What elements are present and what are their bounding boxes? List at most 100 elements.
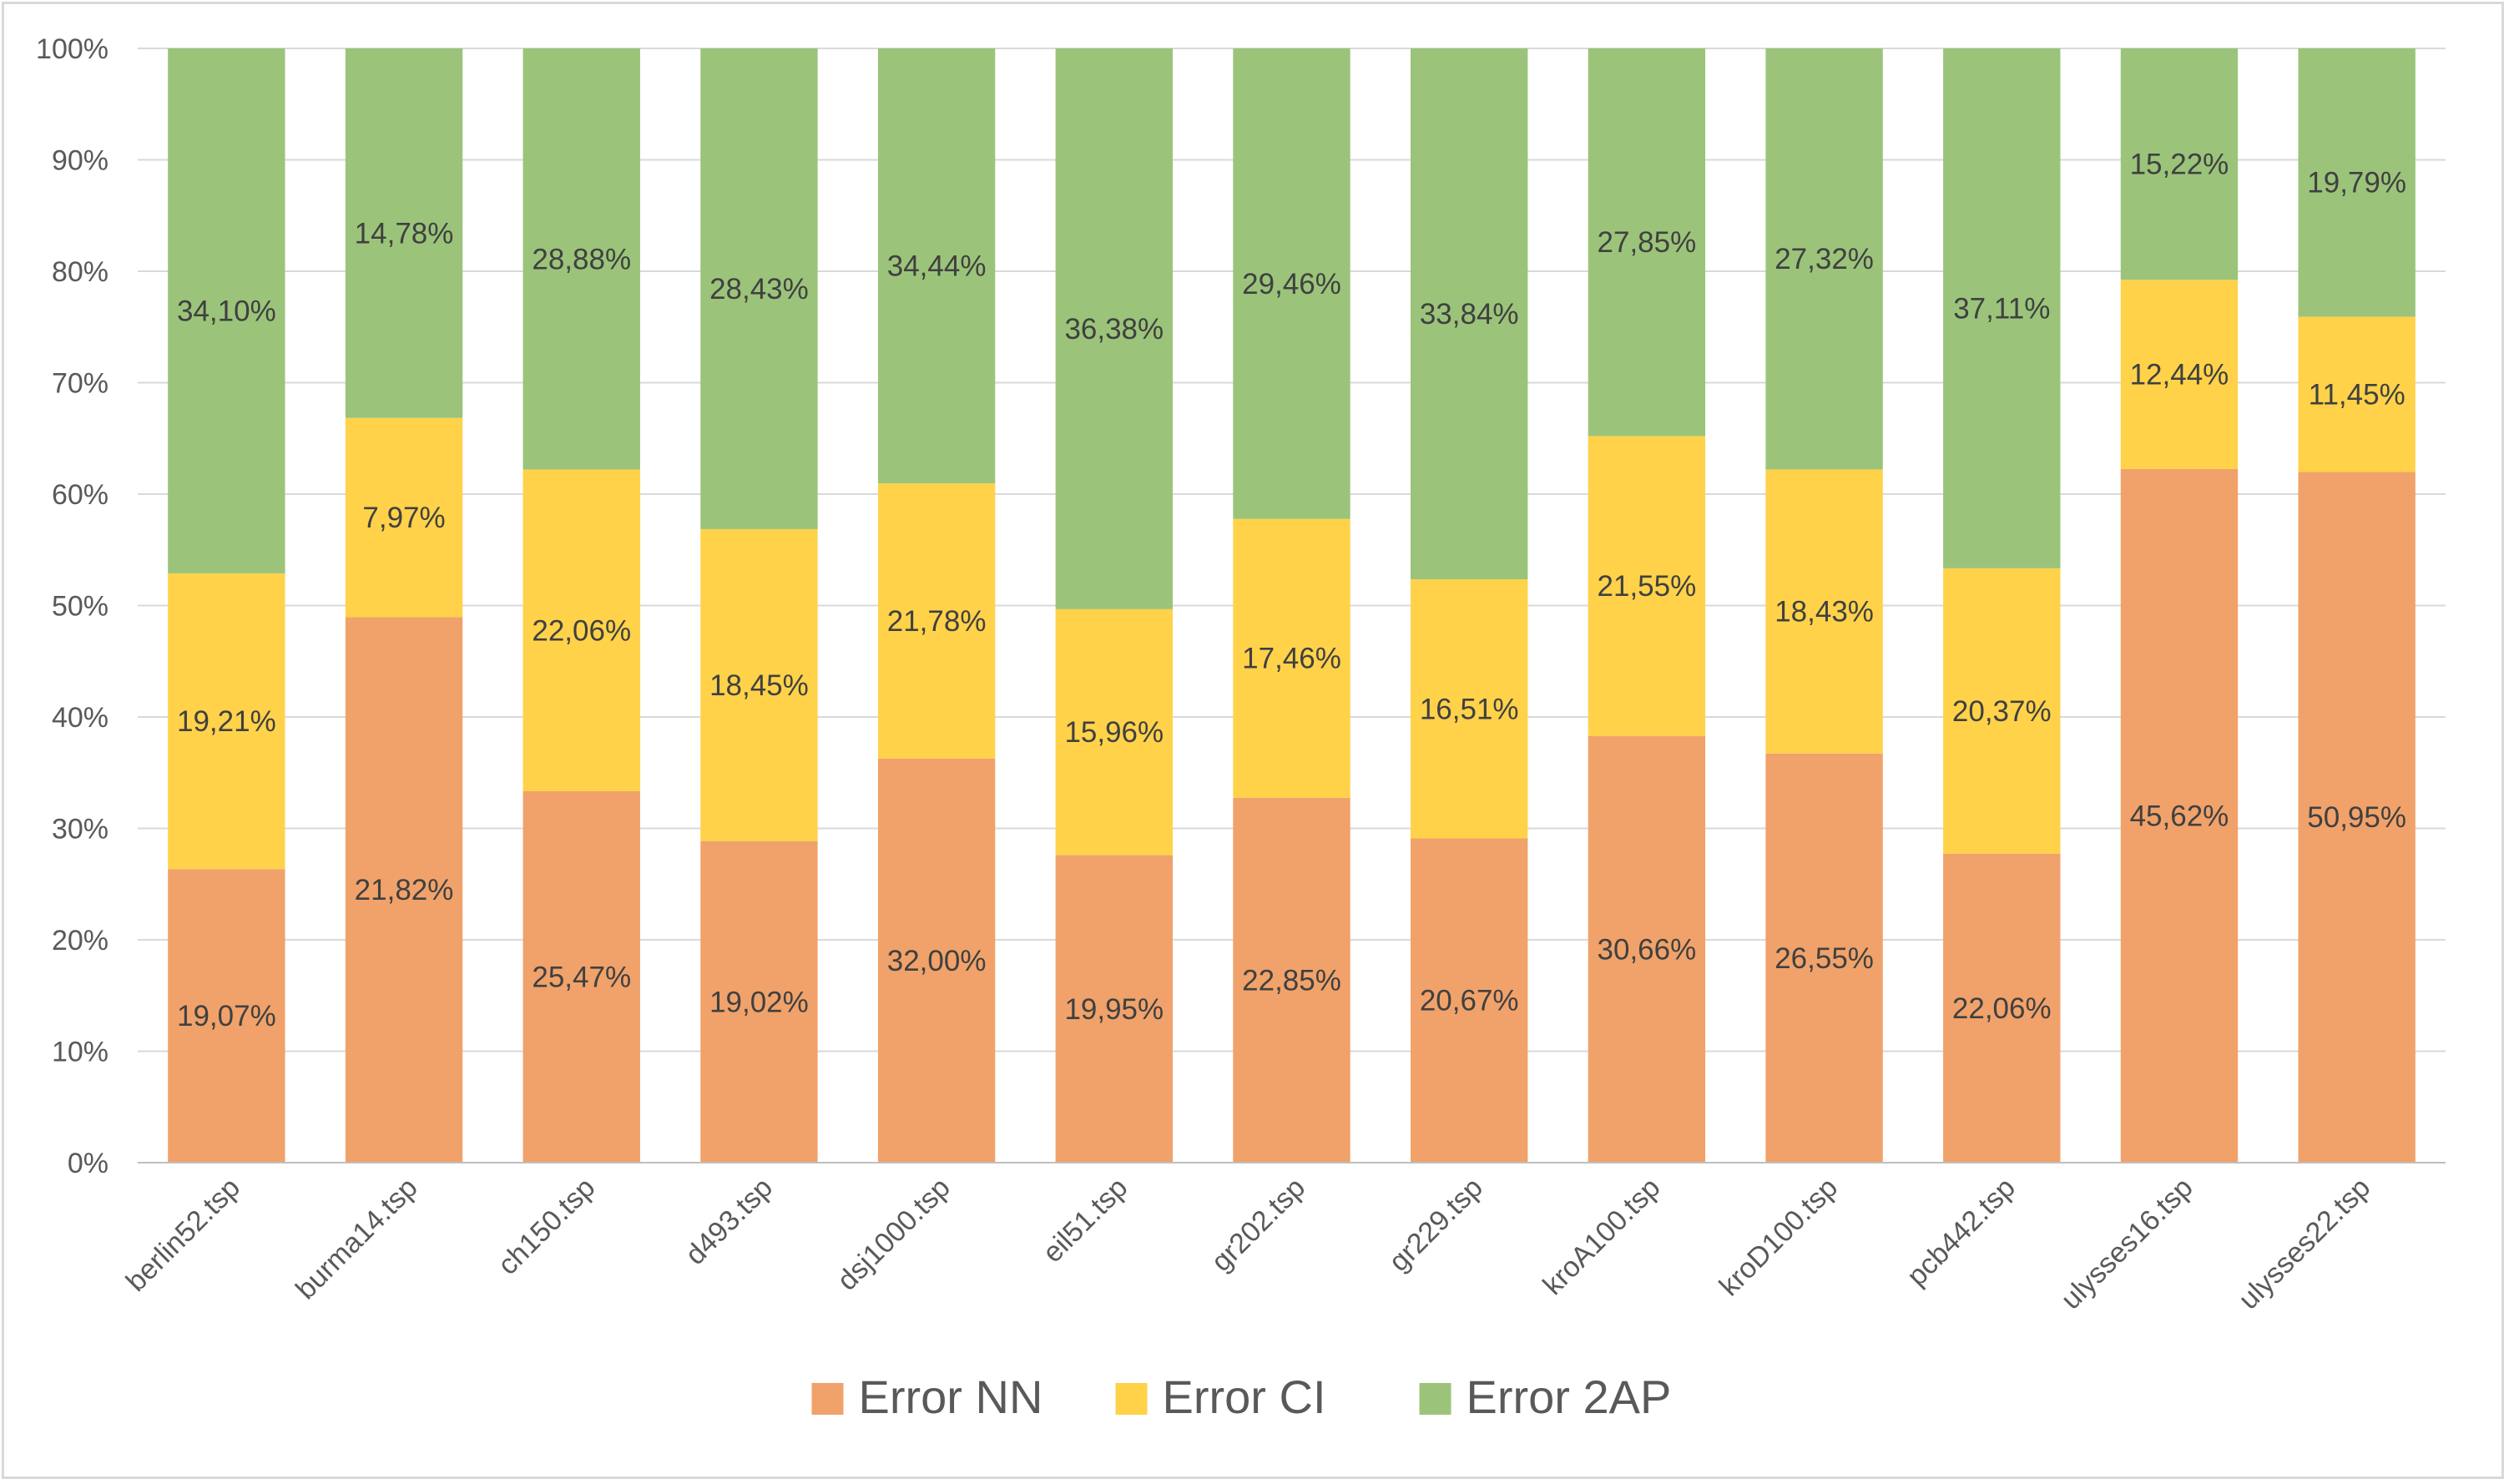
bar-segment-error-2ap xyxy=(1943,48,2061,568)
bar-segment-error-ci xyxy=(1055,608,1173,856)
x-tick-label: ulysses22.tsp xyxy=(2233,1172,2377,1316)
bar-segment-error-nn xyxy=(522,791,640,1163)
bar-segment-error-nn xyxy=(345,617,463,1163)
data-label: 45,62% xyxy=(2130,800,2229,832)
data-label: 19,79% xyxy=(2307,167,2406,199)
legend: Error NN Error CI Error 2AP xyxy=(811,1370,1672,1423)
y-tick-label: 70% xyxy=(52,368,109,400)
data-label: 20,67% xyxy=(1420,985,1519,1017)
bar-segment-error-ci xyxy=(168,573,285,870)
data-label: 28,43% xyxy=(709,273,809,305)
data-label: 21,82% xyxy=(355,874,454,906)
bar-segment-error-nn xyxy=(700,840,818,1163)
data-label: 32,00% xyxy=(887,945,987,977)
bar-segment-error-2ap xyxy=(2298,48,2416,317)
y-tick-label: 10% xyxy=(52,1037,109,1068)
bar-segment-error-nn xyxy=(1411,838,1528,1163)
data-label: 17,46% xyxy=(1242,643,1341,675)
data-label: 50,95% xyxy=(2307,801,2406,834)
bar-segment-error-ci xyxy=(1588,436,1706,736)
data-label: 11,45% xyxy=(2309,378,2406,411)
bar-segment-error-nn xyxy=(168,869,285,1163)
bar-segment-error-nn xyxy=(2298,472,2416,1163)
bar-segment-error-2ap xyxy=(1233,48,1350,519)
x-tick-label: dsj1000.tsp xyxy=(831,1172,957,1297)
bar-segment-error-ci xyxy=(1943,568,2061,854)
bar-segment-error-2ap xyxy=(1765,48,1883,470)
bar-segment-error-ci xyxy=(522,469,640,791)
bar-segment-error-nn xyxy=(1055,855,1173,1163)
data-label: 20,37% xyxy=(1952,695,2052,728)
data-label: 34,44% xyxy=(887,250,987,283)
x-tick-label: ulysses16.tsp xyxy=(2055,1172,2199,1316)
legend-label: Error 2AP xyxy=(1467,1370,1672,1423)
bar-segment-error-nn xyxy=(2120,468,2239,1163)
data-label: 19,07% xyxy=(177,1000,276,1032)
y-tick-label: 90% xyxy=(52,145,109,177)
data-label: 22,85% xyxy=(1242,964,1341,997)
bar-segment-error-2ap xyxy=(1055,48,1173,609)
data-label: 15,96% xyxy=(1064,716,1164,749)
data-label: 26,55% xyxy=(1774,942,1874,975)
data-label: 33,84% xyxy=(1420,298,1519,331)
data-label: 18,43% xyxy=(1774,596,1874,628)
data-label: 27,32% xyxy=(1774,243,1874,275)
bar-segment-error-2ap xyxy=(168,48,285,573)
bar-segment-error-2ap xyxy=(700,48,818,529)
stacked-bar-chart: 0% 10% 20% 30% 40% 50% 60% 70% 80% 90% 100% 19,07%… xyxy=(36,33,2446,1423)
data-label: 21,78% xyxy=(887,605,987,638)
bar-segment-error-ci xyxy=(2298,316,2416,472)
data-label: 12,44% xyxy=(2130,359,2229,391)
data-label: 7,97% xyxy=(362,502,445,534)
legend-swatch xyxy=(1115,1383,1148,1415)
bar-segment-error-nn xyxy=(1588,735,1706,1163)
bar-segment-error-2ap xyxy=(522,48,640,470)
data-label: 22,06% xyxy=(1952,992,2052,1025)
data-label: 30,66% xyxy=(1598,933,1697,966)
data-label: 21,55% xyxy=(1598,570,1697,603)
bar-segment-error-nn xyxy=(1943,853,2061,1163)
bar-segment-error-nn xyxy=(1765,753,1883,1163)
bar-segment-error-ci xyxy=(700,528,818,841)
bar-segment-error-nn xyxy=(1233,797,1350,1163)
y-axis: 0% 10% 20% 30% 40% 50% 60% 70% 80% 90% 100% xyxy=(36,33,109,1179)
bar-segment-error-2ap xyxy=(877,48,996,484)
data-label: 19,21% xyxy=(177,705,276,738)
bar-segment-error-2ap xyxy=(2120,48,2239,280)
bar-segment-error-2ap xyxy=(1411,48,1528,580)
y-tick-label: 0% xyxy=(68,1148,109,1179)
bar-segment-error-ci xyxy=(1233,518,1350,798)
y-tick-label: 40% xyxy=(52,702,109,734)
data-label: 19,95% xyxy=(1064,993,1164,1026)
legend-swatch xyxy=(1419,1383,1451,1415)
data-label: 36,38% xyxy=(1064,313,1164,346)
x-axis: berlin52.tsp burma14.tsp ch150.tsp d493.tsp… xyxy=(120,1162,2446,1316)
x-tick-label: pcb442.tsp xyxy=(1901,1172,2022,1293)
bar-segment-error-2ap xyxy=(1588,48,1706,437)
data-label: 18,45% xyxy=(709,669,809,702)
data-label: 29,46% xyxy=(1242,268,1341,300)
x-tick-label: gr202.tsp xyxy=(1205,1172,1311,1278)
y-tick-label: 20% xyxy=(52,925,109,957)
data-label: 34,10% xyxy=(177,295,276,327)
y-tick-label: 50% xyxy=(52,591,109,623)
y-tick-label: 100% xyxy=(36,33,109,65)
data-label: 15,22% xyxy=(2130,149,2229,181)
bar-segment-error-2ap xyxy=(345,48,463,418)
x-tick-label: berlin52.tsp xyxy=(120,1172,246,1298)
data-label: 22,06% xyxy=(532,614,631,647)
data-label: 14,78% xyxy=(355,217,454,250)
y-tick-label: 80% xyxy=(52,256,109,288)
bar-segment-error-ci xyxy=(1411,579,1528,839)
x-tick-label: gr229.tsp xyxy=(1383,1172,1489,1278)
bars: 19,07% 19,21% 34,10% 21,82% 7,97% 14,78% 25,47… xyxy=(168,48,2416,1163)
data-label: 19,02% xyxy=(709,986,809,1018)
data-label: 25,47% xyxy=(532,962,631,994)
bar-segment-error-ci xyxy=(2120,280,2239,469)
bar-segment-error-nn xyxy=(877,758,996,1163)
bar-segment-error-ci xyxy=(877,483,996,759)
y-tick-label: 60% xyxy=(52,479,109,511)
x-tick-label: kroD100.tsp xyxy=(1714,1172,1845,1303)
x-tick-label: eil51.tsp xyxy=(1037,1172,1133,1269)
